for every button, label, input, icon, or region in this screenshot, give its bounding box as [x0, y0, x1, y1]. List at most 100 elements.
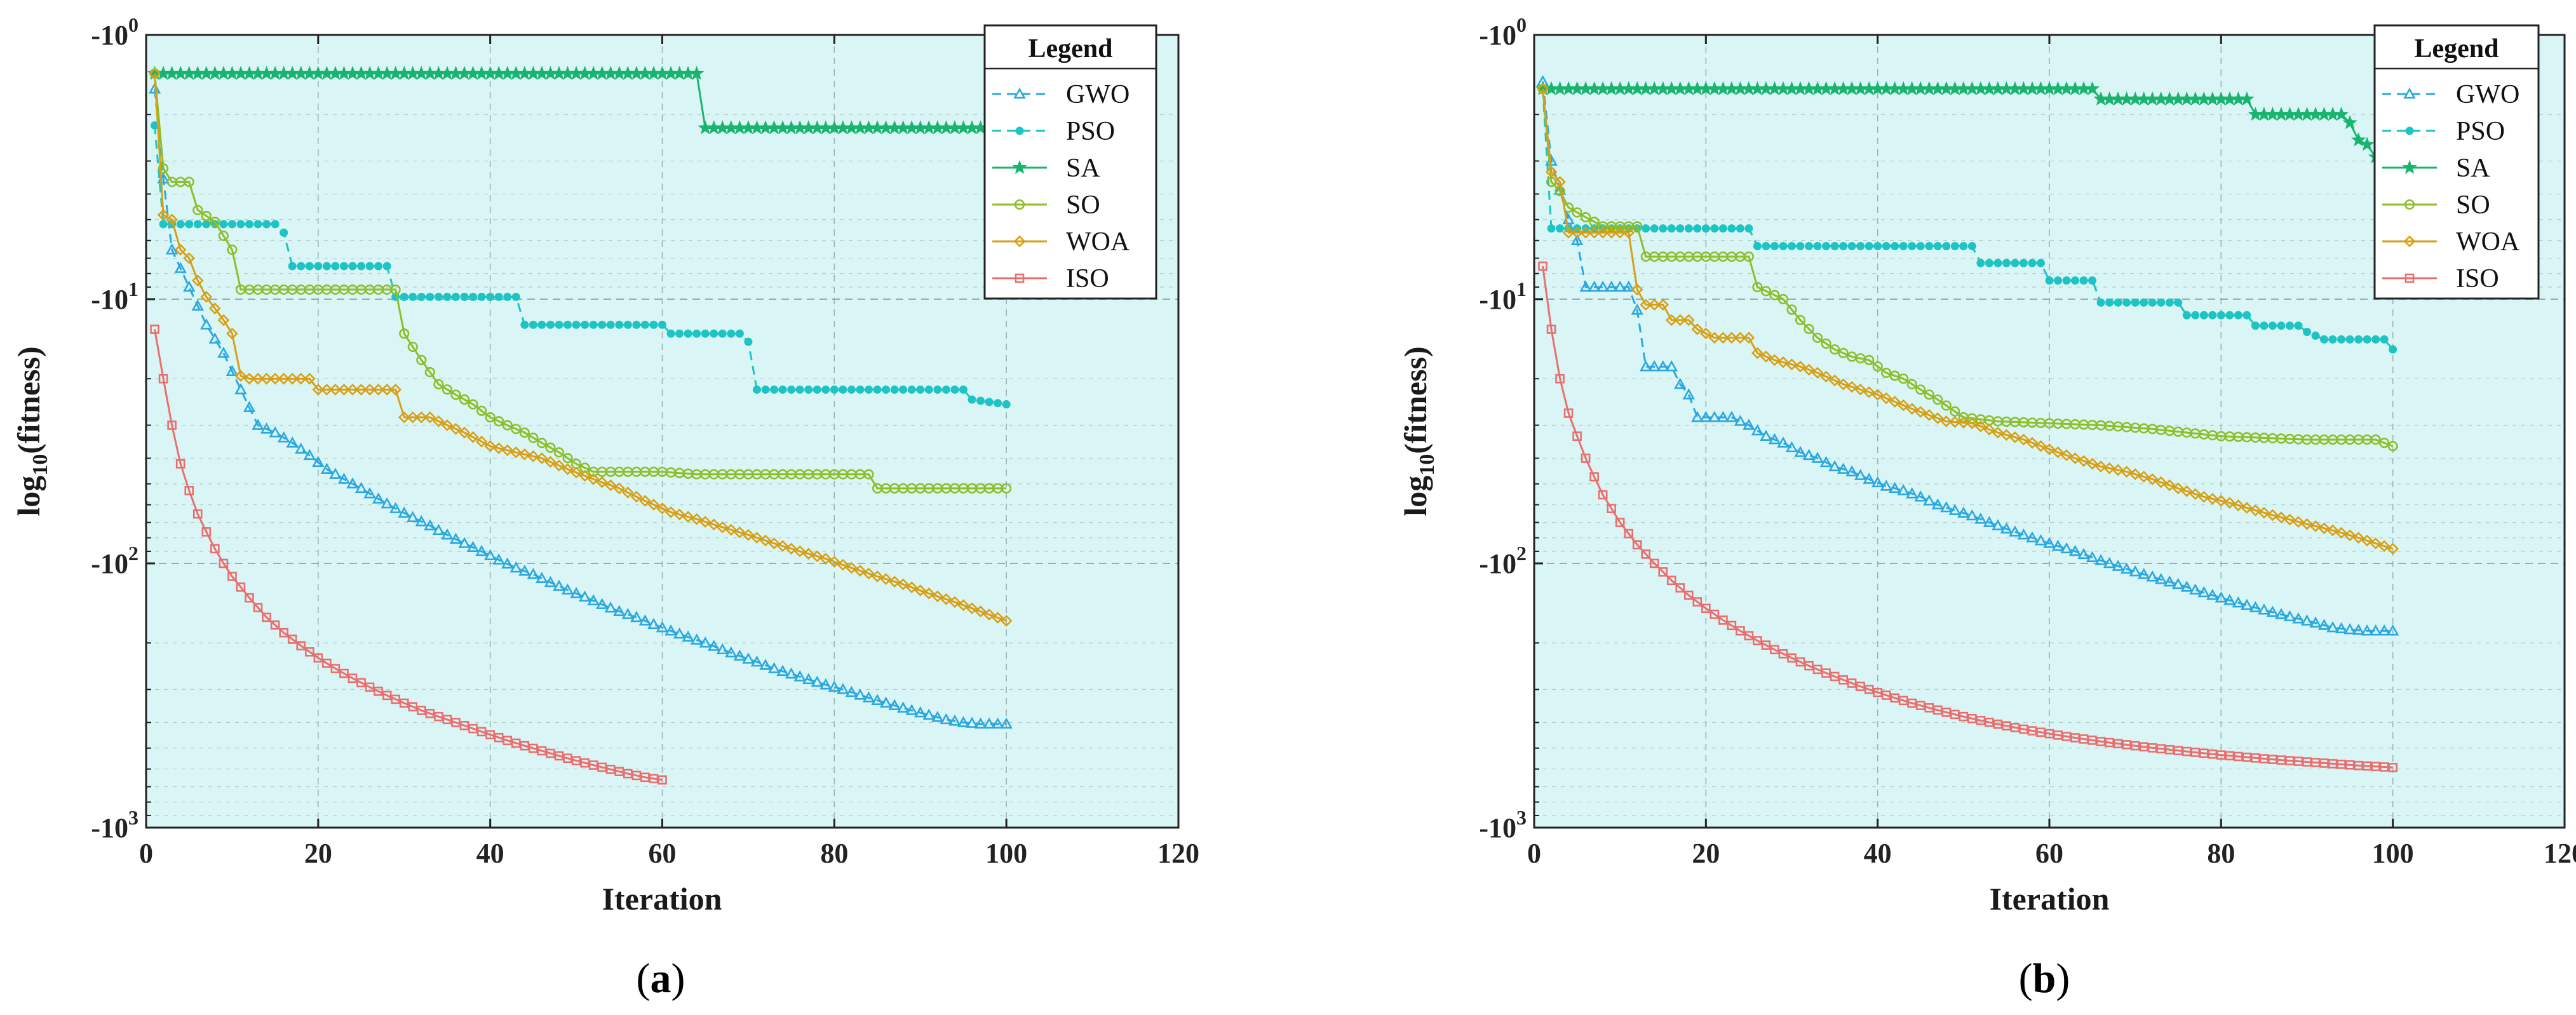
data-point-gwo [1992, 519, 2004, 530]
data-point-pso [1882, 242, 1891, 251]
data-point-woa [544, 455, 556, 468]
data-point-pso [520, 320, 529, 329]
series-woa [1537, 83, 2399, 555]
data-point-pso [1839, 242, 1848, 251]
data-point-pso [305, 262, 314, 271]
legend-label: SO [1066, 191, 1100, 220]
data-point-pso [288, 262, 297, 271]
data-point-so [1769, 290, 1780, 300]
data-point-sa [2342, 115, 2357, 130]
data-point-woa [2197, 490, 2210, 503]
data-point-woa [2352, 532, 2364, 544]
data-point-so [1864, 354, 1875, 365]
data-point-gwo [1888, 481, 1901, 494]
data-point-gwo [415, 514, 428, 527]
data-point-woa [1571, 226, 1583, 239]
legend-item-so: SO [2382, 191, 2490, 220]
data-point-iso [511, 738, 521, 748]
data-point-gwo [1802, 448, 1816, 460]
data-point-gwo [466, 541, 480, 553]
data-point-iso [1967, 713, 1977, 723]
data-point-so [1881, 367, 1892, 379]
data-point-iso [347, 673, 358, 683]
data-point-so [1915, 384, 1926, 395]
data-point-so [201, 210, 212, 222]
data-point-woa [2035, 440, 2047, 452]
x-ticks-a: 0 20 40 60 80 100 120 [139, 35, 1199, 869]
data-point-so [1760, 286, 1772, 297]
x-axis-label-b: Iteration [1990, 881, 2110, 917]
data-point-pso [1650, 224, 1659, 233]
data-point-gwo [690, 633, 703, 645]
data-point-pso [1805, 242, 1814, 251]
data-point-iso [270, 620, 280, 630]
data-point-woa [1691, 323, 1704, 335]
data-point-gwo [983, 717, 995, 729]
data-point-woa [2206, 493, 2219, 505]
data-point-pso [692, 329, 701, 338]
data-point-gwo [1914, 490, 1927, 502]
data-point-gwo [1777, 436, 1790, 448]
y-axis-label-b: log10(fitness) [1398, 346, 1439, 516]
data-point-iso [1641, 549, 1651, 559]
data-point-woa [363, 384, 376, 396]
data-point-gwo [148, 82, 161, 94]
data-point-woa [1657, 299, 1669, 311]
data-point-gwo [226, 365, 239, 376]
data-point-woa [2043, 443, 2056, 455]
data-point-iso [1624, 528, 1633, 539]
data-point-iso [1736, 626, 1745, 636]
data-point-pso [1770, 242, 1779, 251]
data-point-woa [673, 508, 685, 521]
data-point-iso [365, 682, 375, 692]
data-point-pso [2122, 298, 2131, 307]
data-point-woa [1648, 299, 1661, 311]
series-gwo [148, 82, 1013, 729]
data-point-pso [2191, 311, 2200, 319]
grid-a [146, 34, 1178, 828]
data-point-gwo [527, 568, 540, 579]
data-point-gwo [2086, 551, 2099, 563]
series-iso [1538, 261, 2397, 772]
data-point-iso [2379, 762, 2389, 772]
data-point-woa [329, 384, 342, 396]
data-point-gwo [2129, 565, 2141, 577]
data-point-woa [1725, 332, 1738, 344]
data-point-woa [2301, 518, 2313, 530]
data-point-woa [957, 599, 969, 612]
data-point-gwo [1699, 410, 1713, 422]
data-point-iso [649, 774, 659, 784]
legend-label: WOA [1066, 227, 1130, 257]
data-point-iso [1563, 408, 1574, 418]
x-tick-label: 100 [985, 838, 1027, 869]
legend-a: Legend GWO PSO SA SO WOA ISO [983, 24, 1157, 300]
x-tick-label: 80 [820, 838, 848, 869]
data-point-woa [1622, 226, 1635, 239]
data-point-gwo [604, 601, 617, 613]
data-point-so [227, 245, 238, 255]
data-point-iso [2096, 737, 2106, 746]
legend-marker-sa [2402, 159, 2417, 174]
data-point-woa [1940, 415, 1953, 427]
data-point-so [468, 399, 478, 410]
data-point-pso [847, 385, 856, 394]
data-point-gwo [243, 401, 256, 412]
data-point-woa [441, 419, 454, 431]
data-point-woa [854, 565, 867, 577]
data-point-woa [2309, 520, 2322, 532]
data-point-iso [2276, 755, 2286, 765]
data-point-woa [2223, 497, 2236, 509]
data-point-pso [1856, 242, 1865, 251]
data-point-woa [1854, 383, 1866, 396]
data-point-iso [1649, 558, 1659, 568]
data-point-iso [1959, 711, 1969, 722]
data-point-pso [658, 320, 667, 329]
data-point-iso [417, 706, 426, 715]
data-point-iso [1873, 687, 1882, 697]
data-point-woa [1889, 396, 1901, 408]
data-point-woa [2129, 468, 2141, 480]
panel-label-a: (a) [637, 955, 685, 1002]
series-iso [150, 325, 667, 785]
data-point-gwo [888, 699, 901, 711]
data-point-pso [2165, 298, 2174, 307]
